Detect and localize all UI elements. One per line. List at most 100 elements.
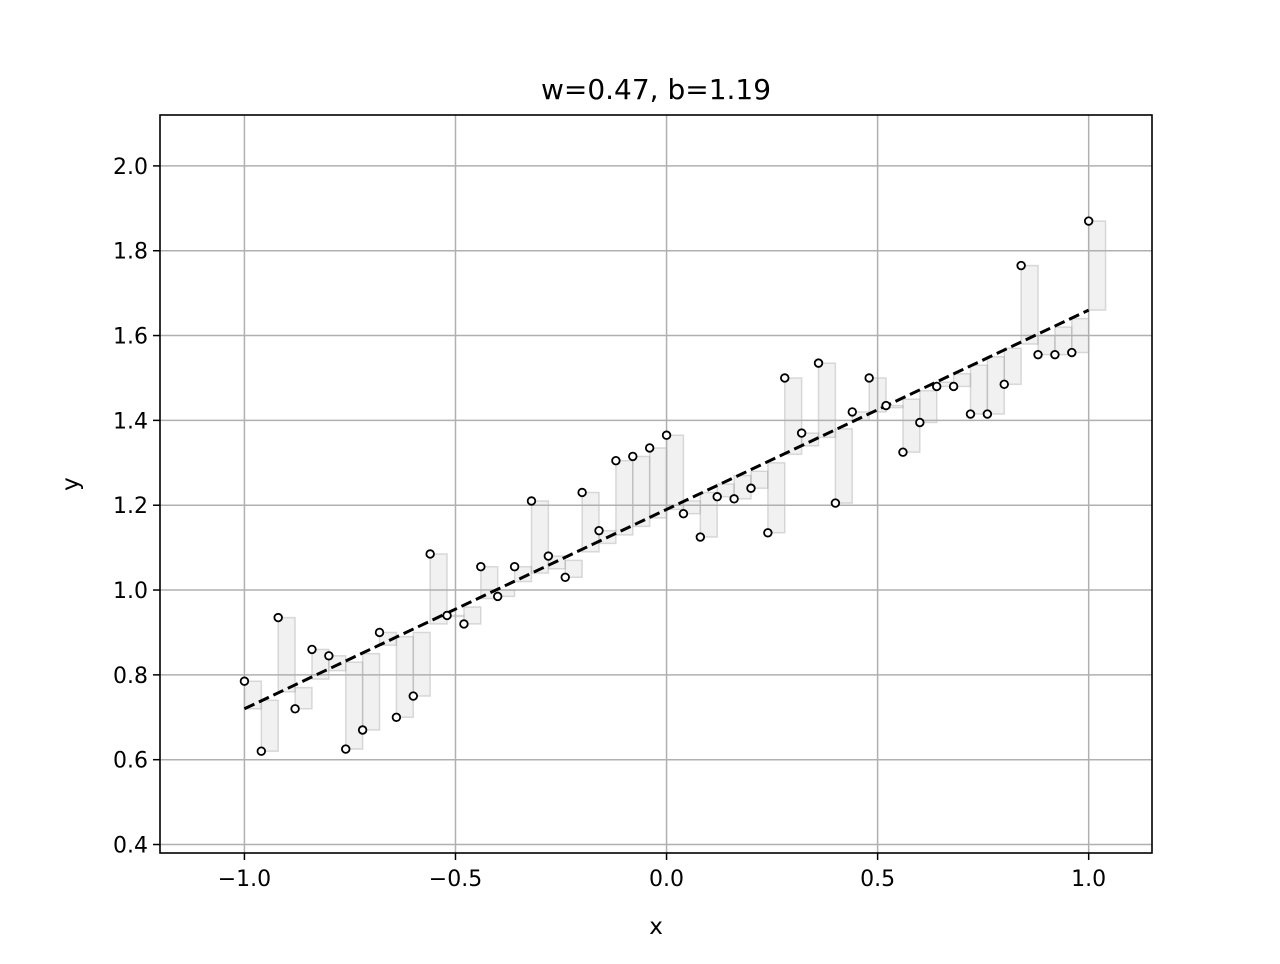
y-axis-label: y [58, 477, 84, 491]
residual-square [564, 559, 583, 579]
data-point [391, 712, 402, 722]
data-point [1050, 349, 1060, 360]
residual-square [412, 631, 431, 697]
residual-square [463, 606, 482, 625]
x-tick-label: 0.5 [860, 867, 895, 892]
y-tick-label: 1.4 [113, 409, 148, 434]
fit-line [243, 308, 1090, 711]
residual-square [530, 500, 550, 574]
data-point [796, 428, 807, 438]
data-point [1067, 347, 1077, 358]
data-point [493, 591, 503, 602]
y-axis-ticks: 0.4 0.6 0.8 1.0 1.2 1.4 1.6 1.8 2.0 [113, 155, 160, 859]
data-point [864, 373, 874, 383]
residual-square [277, 616, 296, 693]
chart-title: w=0.47, b=1.19 [541, 73, 771, 106]
y-tick-label: 2.0 [113, 155, 148, 180]
data-point [644, 443, 655, 453]
y-tick-label: 1.2 [113, 494, 148, 519]
data-point [425, 549, 435, 559]
residual-square [952, 372, 972, 388]
data-point [881, 400, 891, 411]
residual-square [1020, 264, 1039, 345]
data-points [239, 216, 1094, 756]
residual-square [1003, 347, 1022, 386]
y-tick-label: 0.4 [113, 834, 148, 859]
data-point [746, 483, 756, 493]
residual-square [429, 553, 448, 625]
data-point [543, 551, 554, 561]
fit-line-layer [243, 308, 1090, 711]
residual-square [834, 428, 854, 504]
data-point [273, 612, 283, 623]
residual-square [361, 652, 381, 731]
data-point [509, 562, 520, 572]
data-point [476, 562, 486, 572]
data-point [442, 610, 452, 621]
data-point [898, 447, 908, 457]
data-point [357, 725, 368, 735]
grid [160, 115, 1152, 853]
residual-square [767, 462, 786, 534]
y-tick-label: 1.6 [113, 325, 148, 350]
data-point [729, 494, 739, 504]
y-tick-label: 1.0 [113, 579, 148, 604]
residual-square [783, 377, 803, 456]
data-point [915, 417, 925, 428]
x-tick-label: 0.0 [649, 867, 684, 892]
data-point [341, 744, 351, 754]
data-point [374, 627, 385, 638]
data-point [712, 492, 722, 502]
data-point [239, 676, 250, 686]
x-tick-label: 1.0 [1071, 867, 1106, 892]
data-point [459, 619, 469, 629]
residual-square [632, 455, 651, 528]
residual-square [344, 661, 364, 750]
data-point [290, 704, 300, 714]
data-point [307, 644, 317, 655]
data-point [594, 525, 604, 536]
residual-square [919, 389, 938, 424]
residual-square [699, 491, 718, 538]
y-tick-label: 0.8 [113, 664, 148, 689]
data-point [256, 746, 267, 756]
residual-square [1087, 220, 1107, 311]
data-point [830, 498, 841, 508]
y-tick-label: 1.8 [113, 240, 148, 265]
data-point [982, 409, 993, 419]
residual-square [682, 500, 702, 515]
residual-square [260, 699, 279, 752]
x-tick-label: −0.5 [429, 867, 482, 892]
plot-frame [159, 114, 1153, 854]
residual-square [294, 686, 313, 710]
residual-square [648, 447, 668, 519]
residual-square [817, 362, 837, 439]
residual-square [615, 459, 634, 536]
data-point [763, 528, 773, 538]
residual-squares [243, 220, 1107, 752]
residual-square [1054, 326, 1073, 356]
data-point [847, 407, 857, 417]
data-point [611, 455, 621, 466]
data-point [661, 430, 672, 440]
data-point [628, 451, 638, 462]
data-point [408, 691, 418, 701]
y-tick-label: 0.6 [113, 749, 148, 774]
residual-square [800, 432, 820, 447]
residual-square [716, 483, 735, 498]
data-point [324, 651, 334, 661]
data-point [999, 379, 1009, 390]
data-point [1016, 260, 1026, 271]
x-axis-label: x [649, 914, 663, 940]
residual-square [581, 491, 600, 553]
data-point [948, 381, 959, 392]
data-point [1083, 216, 1094, 226]
residual-square [665, 434, 685, 511]
data-point [813, 358, 824, 368]
data-point [965, 409, 976, 419]
data-point [1033, 349, 1043, 360]
data-point [577, 487, 587, 498]
residual-square [969, 364, 989, 415]
data-point [932, 381, 942, 392]
